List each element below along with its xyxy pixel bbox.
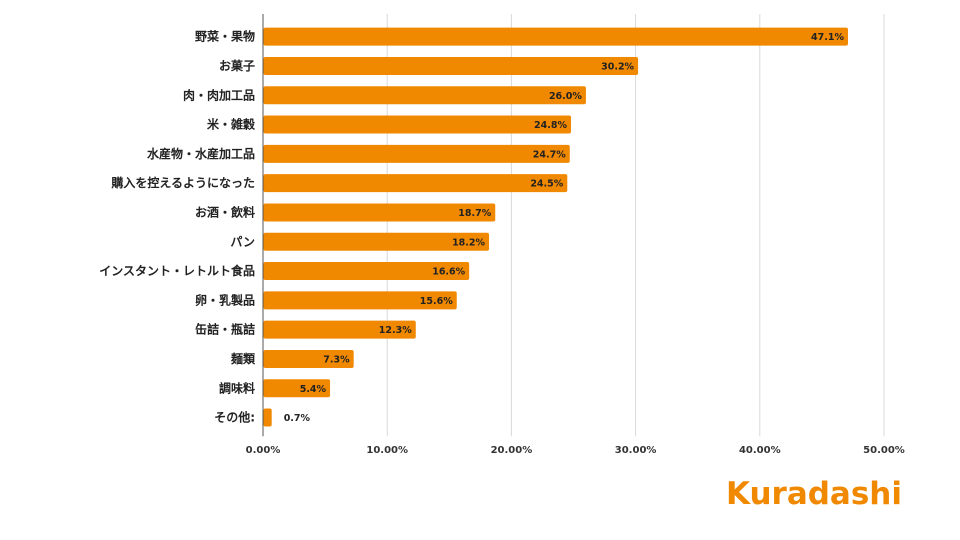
bar — [263, 86, 586, 105]
bar — [263, 56, 639, 75]
bar — [263, 262, 470, 281]
x-tick-label: 10.00% — [366, 445, 408, 456]
data-label: 24.7% — [533, 149, 566, 160]
category-label: その他: — [214, 410, 255, 425]
category-label: 卵・乳製品 — [195, 292, 255, 307]
data-label: 12.3% — [379, 325, 412, 336]
category-label: 肉・肉加工品 — [183, 87, 255, 102]
x-tick-label: 40.00% — [739, 445, 781, 456]
data-label: 26.0% — [549, 91, 582, 102]
bar — [263, 174, 568, 193]
category-label: 調味料 — [219, 380, 255, 395]
data-label: 47.1% — [811, 32, 844, 43]
bar — [263, 144, 570, 163]
bar — [263, 203, 496, 222]
data-label: 15.6% — [420, 296, 453, 307]
grid-lines — [262, 14, 885, 437]
data-labels: 47.1% 30.2% 26.0% 24.8% 24.7% 24.5% 18.7% 18.2%… — [284, 32, 845, 424]
category-label: お菓子 — [219, 58, 255, 73]
x-tick-labels: 0.00% 10.00% 20.00% 30.00% 40.00% 50.00% — [246, 445, 905, 456]
data-label: 24.8% — [534, 120, 567, 131]
bar — [263, 27, 848, 46]
category-label: 米・雑穀 — [207, 117, 256, 132]
bar — [263, 115, 572, 134]
kuradashi-logo: Kuradashi — [725, 476, 902, 512]
category-label: 麺類 — [230, 351, 256, 366]
category-label: 缶詰・瓶詰 — [195, 322, 255, 337]
category-label: パン — [230, 235, 255, 249]
data-label: 18.2% — [452, 237, 485, 248]
bar — [263, 232, 490, 251]
x-tick-label: 30.00% — [615, 445, 657, 456]
category-label: インスタント・レトルト食品 — [99, 263, 255, 278]
data-label: 24.5% — [530, 179, 563, 190]
bar — [263, 320, 416, 339]
data-label: 5.4% — [300, 384, 327, 395]
x-tick-label: 50.00% — [863, 445, 905, 456]
x-tick-label: 20.00% — [491, 445, 533, 456]
data-label: 0.7% — [284, 413, 311, 424]
x-tick-label: 0.00% — [246, 445, 281, 456]
bar — [263, 379, 331, 398]
category-label: 水産物・水産加工品 — [147, 146, 255, 161]
data-label: 7.3% — [323, 354, 350, 365]
bar — [263, 291, 457, 310]
bars — [263, 27, 848, 427]
category-label: 野菜・果物 — [195, 29, 255, 44]
category-labels: 野菜・果物お菓子肉・肉加工品米・雑穀水産物・水産加工品購入を控えるようになったお… — [99, 29, 256, 425]
category-label: 購入を控えるようになった — [110, 175, 255, 190]
data-label: 18.7% — [458, 208, 491, 219]
data-label: 16.6% — [432, 267, 465, 278]
data-label: 30.2% — [601, 61, 634, 72]
bar — [263, 349, 354, 368]
bar — [263, 408, 272, 427]
category-label: お酒・飲料 — [195, 204, 255, 219]
